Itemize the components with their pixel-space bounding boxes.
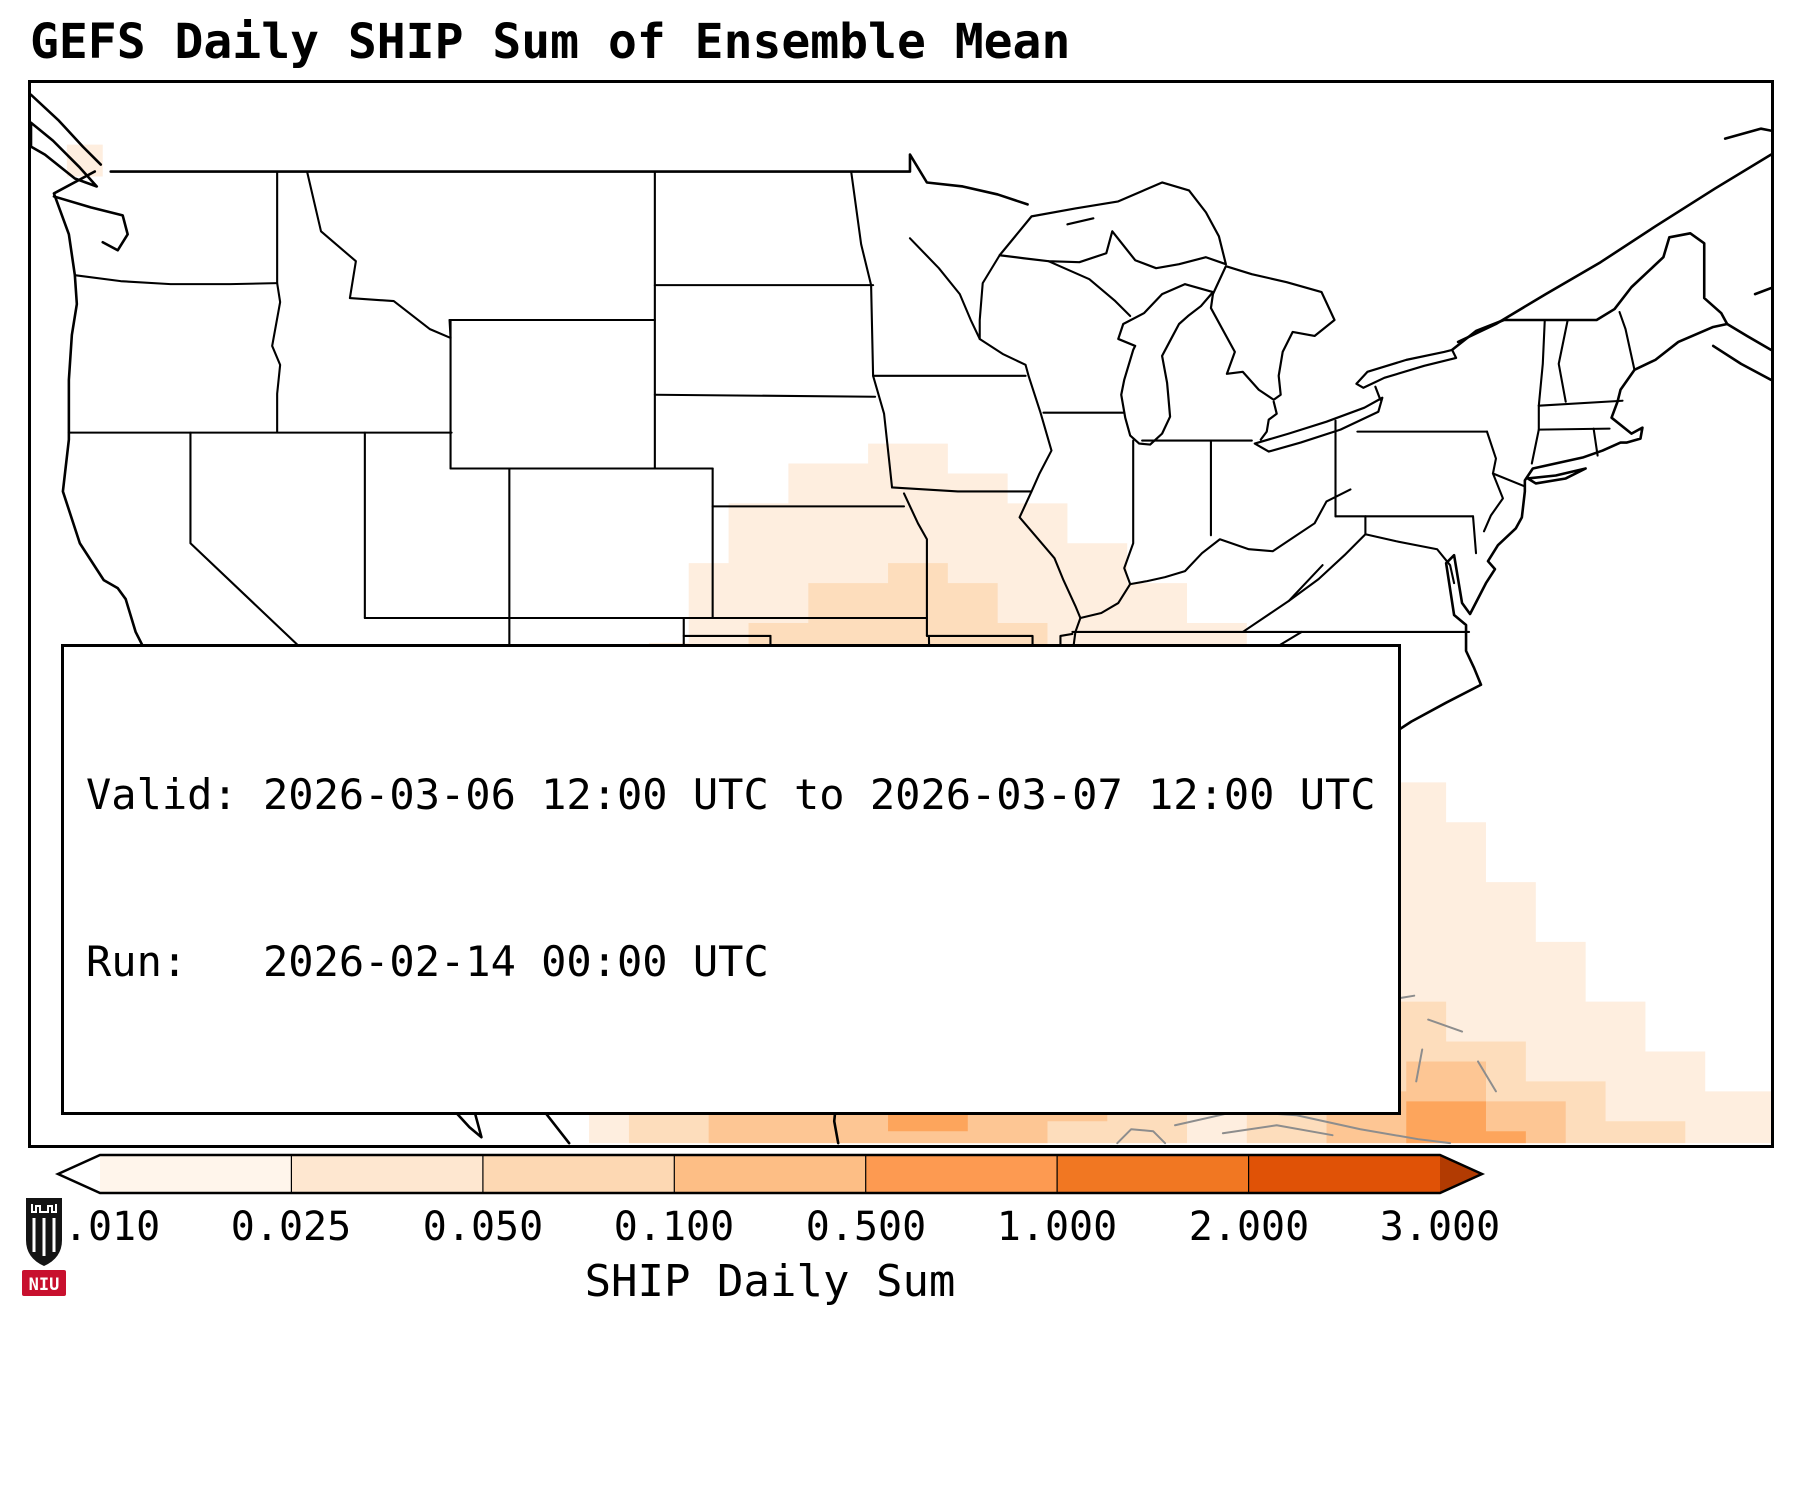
colorbar-segment	[482, 1155, 675, 1193]
colorbar-segment	[291, 1155, 483, 1193]
colorbar-ticks: 0.010 0.025 0.050 0.100 0.500 1.000 2.00…	[0, 1204, 1803, 1250]
colorbar-outline	[54, 1153, 1486, 1195]
great-lakes	[998, 181, 1458, 1004]
valid-line: Valid: 2026-03-06 12:00 UTC to 2026-03-0…	[86, 770, 1376, 820]
colorbar-tick-4: 0.500	[805, 1204, 927, 1250]
colorbar-segment	[674, 1155, 866, 1193]
run-line: Run: 2026-02-14 00:00 UTC	[86, 936, 769, 986]
logo-banner	[22, 1270, 66, 1296]
colorbar-tick-1: 0.025	[230, 1204, 352, 1250]
niu-logo: NIU	[22, 1196, 66, 1300]
colorbar-over-arrow	[1440, 1155, 1482, 1193]
colorbar-tick-7: 3.000	[1379, 1204, 1501, 1250]
colorbar-under-arrow	[58, 1155, 100, 1193]
colorbar-label: SHIP Daily Sum	[584, 1256, 956, 1307]
colorbar-segment	[1248, 1155, 1441, 1193]
colorbar-segment	[865, 1155, 1058, 1193]
map-frame: Valid: 2026-03-06 12:00 UTC to 2026-03-0…	[28, 80, 1774, 1148]
logo-text: NIU	[29, 1275, 60, 1295]
colorbar-tick-6: 2.000	[1188, 1204, 1310, 1250]
figure-title: GEFS Daily SHIP Sum of Ensemble Mean	[30, 14, 1071, 70]
info-box: Valid: 2026-03-06 12:00 UTC to 2026-03-0…	[61, 643, 1401, 1115]
colorbar-tick-5: 1.000	[996, 1204, 1118, 1250]
castle-icon	[31, 1204, 57, 1213]
colorbar-tick-3: 0.100	[613, 1204, 735, 1250]
colorbar-tick-2: 0.050	[422, 1204, 544, 1250]
castle-towers-icon	[32, 1218, 56, 1256]
colorbar-segment	[1057, 1155, 1249, 1193]
colorbar	[52, 1152, 1488, 1196]
colorbar-segment	[100, 1155, 292, 1193]
